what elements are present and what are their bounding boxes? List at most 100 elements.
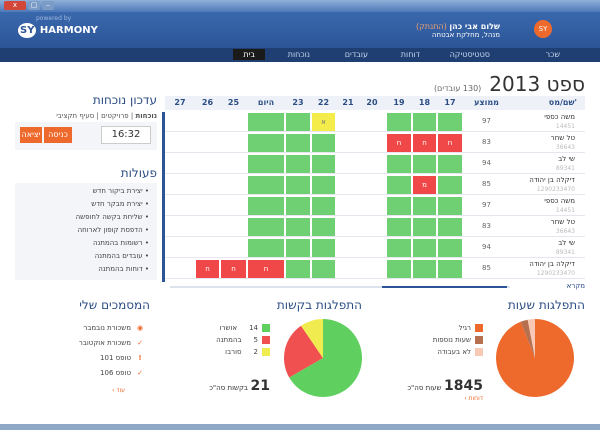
tab-attendance[interactable]: נוכחות [135,112,157,120]
day-header[interactable]: 18 [412,96,437,110]
attendance-cell[interactable]: א [312,113,335,131]
tab-projects[interactable]: פרויקטים [101,112,129,120]
day-header[interactable]: 25 [220,96,247,110]
employee-name[interactable]: שי לב 89341 [556,155,575,173]
nav-employees[interactable]: עובדים [344,50,368,59]
action-item[interactable]: • עובדים בהמתנה [94,252,149,260]
attendance-cell[interactable] [312,197,335,215]
close-button[interactable]: x [4,1,26,10]
day-header[interactable]: 20 [360,96,384,110]
nav-home[interactable]: בית [233,49,265,60]
nav-statistics[interactable]: סטטיסטיקה [449,50,490,59]
attendance-cell[interactable]: ח [196,260,219,278]
attendance-cell[interactable] [387,176,411,194]
attendance-cell[interactable] [413,218,436,236]
horizontal-scrollbar[interactable] [170,286,510,288]
enter-button[interactable]: כניסה [44,127,72,143]
attendance-cell[interactable] [387,260,411,278]
attendance-cell[interactable] [312,260,335,278]
day-header[interactable]: 22 [311,96,336,110]
reports-link[interactable]: דוחות › [464,395,483,402]
doc-item[interactable]: ! טופס 101 [79,350,145,365]
employee-name[interactable]: דיקלה בן יהודה 1290233470 [529,260,575,278]
employee-name[interactable]: שי לב 89341 [556,239,575,257]
employee-name[interactable]: טל שחר 36643 [551,218,575,236]
day-header[interactable]: 19 [386,96,412,110]
employee-name[interactable]: טל שחר 36643 [551,134,575,152]
attendance-cell[interactable] [286,218,310,236]
attendance-cell[interactable]: ח [413,134,436,152]
attendance-cell[interactable] [248,134,284,152]
docs-more-link[interactable]: עוד › [112,387,125,394]
attendance-cell[interactable]: ח [248,260,284,278]
name-header[interactable]: שם/מס' [510,96,585,110]
attendance-cell[interactable] [286,197,310,215]
attendance-cell[interactable]: ח [387,134,411,152]
attendance-cell[interactable] [286,260,310,278]
attendance-cell[interactable] [413,113,436,131]
attendance-cell[interactable] [438,218,462,236]
day-header[interactable]: 26 [195,96,220,110]
vertical-scrollbar[interactable] [162,112,165,282]
action-item[interactable]: • רשומות בהמתנה [92,239,149,247]
attendance-cell[interactable] [286,134,310,152]
action-item[interactable]: • שליחת בקשה לחופשה [75,213,149,221]
attendance-cell[interactable] [438,239,462,257]
employee-name[interactable]: משה כספי 14451 [544,197,575,215]
attendance-cell[interactable] [248,239,284,257]
action-item[interactable]: • יצירת מבקר חדש [91,200,149,208]
day-header[interactable]: היום [247,96,285,110]
attendance-cell[interactable] [248,113,284,131]
employee-name[interactable]: משה כספי 14451 [544,113,575,131]
attendance-cell[interactable] [438,176,462,194]
attendance-cell[interactable] [413,260,436,278]
doc-item[interactable]: ◉ משכורת נובמבר [79,320,145,335]
employee-name[interactable]: דיקלה בן יהודה 1290233470 [529,176,575,194]
doc-item[interactable]: ✓ טופס 106 [79,365,145,380]
nav-reports[interactable]: דוחות [400,50,420,59]
attendance-cell[interactable] [312,176,335,194]
attendance-cell[interactable] [248,155,284,173]
attendance-cell[interactable] [248,176,284,194]
attendance-cell[interactable] [387,155,411,173]
attendance-cell[interactable] [312,218,335,236]
attendance-cell[interactable] [387,239,411,257]
attendance-cell[interactable] [438,260,462,278]
day-header[interactable]: 27 [165,96,195,110]
action-item[interactable]: • יצירת ביקור חדש [92,187,149,195]
attendance-cell[interactable]: ח [438,134,462,152]
day-header[interactable]: 17 [437,96,463,110]
attendance-cell[interactable] [286,155,310,173]
nav-attendance[interactable]: נוכחות [287,50,310,59]
minimize-button[interactable]: – [42,1,54,10]
time-input[interactable]: 16:32 [101,126,151,144]
attendance-cell[interactable] [387,218,411,236]
avg-header[interactable]: ממוצע [463,96,510,110]
attendance-cell[interactable] [413,239,436,257]
attendance-cell[interactable] [387,197,411,215]
attendance-cell[interactable] [312,134,335,152]
attendance-cell[interactable] [286,113,310,131]
logout-link[interactable]: (התנתק) [415,22,447,31]
attendance-cell[interactable] [248,197,284,215]
legend-link[interactable]: מקרא [566,282,585,290]
attendance-cell[interactable]: ח [221,260,246,278]
tab-budget[interactable]: סעיף תקציבי [56,112,95,120]
attendance-cell[interactable] [413,197,436,215]
nav-salary[interactable]: שכר [545,50,560,59]
attendance-cell[interactable] [286,176,310,194]
day-header[interactable]: 23 [285,96,311,110]
restore-button[interactable]: ▢ [28,1,40,10]
attendance-cell[interactable] [312,239,335,257]
attendance-cell[interactable] [413,155,436,173]
action-item[interactable]: • דוחות בהמתנה [98,265,149,273]
attendance-cell[interactable] [387,113,411,131]
day-header[interactable]: 21 [336,96,360,110]
doc-item[interactable]: ✓ משכורת אוקטובר [79,335,145,350]
attendance-cell[interactable] [438,155,462,173]
attendance-cell[interactable] [286,239,310,257]
attendance-cell[interactable] [438,197,462,215]
attendance-cell[interactable] [438,113,462,131]
attendance-cell[interactable]: מ [413,176,436,194]
exit-button[interactable]: יציאה [20,127,42,143]
